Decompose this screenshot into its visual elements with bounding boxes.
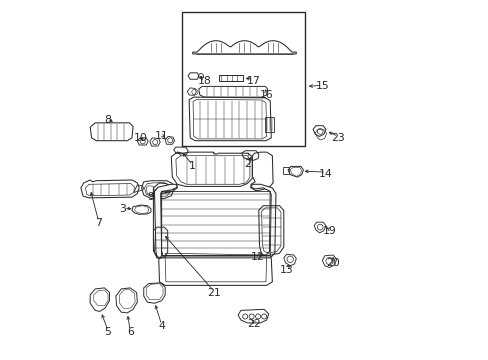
Text: 17: 17 (246, 76, 260, 86)
Text: 20: 20 (325, 258, 339, 268)
Text: 13: 13 (279, 265, 293, 275)
Text: 11: 11 (154, 131, 168, 141)
Text: 2: 2 (244, 159, 250, 169)
Text: 12: 12 (251, 252, 264, 262)
Text: 23: 23 (330, 133, 344, 143)
Text: 10: 10 (134, 133, 147, 143)
Text: 3: 3 (120, 204, 126, 214)
Bar (219, 75, 242, 81)
Text: 4: 4 (158, 321, 165, 331)
Text: 6: 6 (126, 327, 133, 337)
Bar (264, 117, 274, 132)
Text: 21: 21 (207, 288, 221, 297)
Text: 8: 8 (104, 115, 111, 125)
Text: 16: 16 (259, 90, 273, 100)
Text: 19: 19 (322, 226, 336, 236)
Polygon shape (154, 184, 275, 258)
Text: 1: 1 (189, 161, 196, 171)
Text: 18: 18 (197, 76, 211, 86)
Bar (182, 12, 305, 146)
Bar (283, 167, 288, 174)
Text: 22: 22 (247, 319, 261, 329)
Text: 7: 7 (95, 218, 102, 228)
Text: 15: 15 (315, 81, 328, 91)
Text: 9: 9 (147, 192, 154, 202)
Text: 14: 14 (318, 168, 332, 179)
Text: 5: 5 (104, 327, 111, 337)
